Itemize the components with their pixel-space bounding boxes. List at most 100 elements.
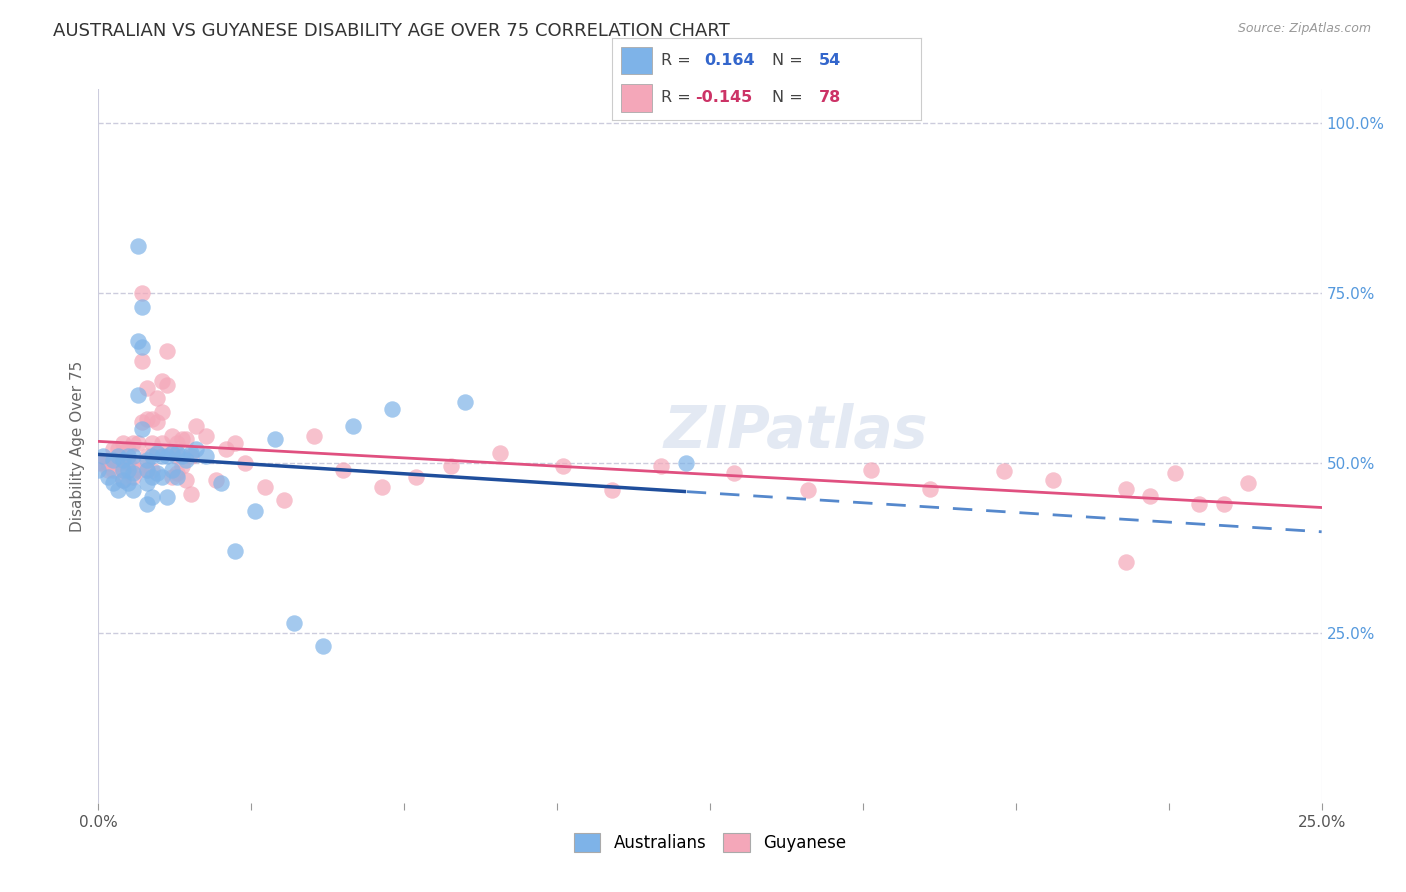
Point	[160, 469, 183, 483]
Point	[166, 435, 188, 450]
Point	[1042, 473, 1064, 487]
Point	[141, 463, 163, 477]
Point	[675, 456, 697, 470]
Point	[553, 459, 575, 474]
Point	[176, 473, 198, 487]
Point	[283, 615, 305, 630]
Point	[141, 435, 163, 450]
Point	[117, 449, 139, 463]
Point	[263, 432, 285, 446]
Point	[156, 343, 179, 358]
Text: 54: 54	[818, 53, 841, 68]
Point	[1115, 482, 1137, 496]
Text: 78: 78	[818, 89, 841, 104]
Point	[136, 452, 159, 467]
Point	[214, 442, 236, 457]
Point	[180, 446, 202, 460]
Point	[101, 452, 124, 467]
Point	[723, 466, 745, 480]
Point	[195, 449, 218, 463]
Point	[180, 449, 202, 463]
Point	[131, 300, 153, 314]
Point	[87, 456, 110, 470]
Point	[180, 486, 202, 500]
Point	[111, 473, 134, 487]
Point	[160, 463, 183, 477]
Point	[141, 449, 163, 463]
Point	[107, 449, 129, 463]
Point	[101, 476, 124, 491]
Point	[600, 483, 623, 498]
Point	[131, 286, 153, 301]
Point	[440, 459, 463, 474]
Point	[156, 490, 179, 504]
Point	[195, 429, 218, 443]
Text: R =: R =	[661, 53, 702, 68]
Point	[166, 469, 188, 483]
Point	[136, 497, 159, 511]
Point	[121, 449, 143, 463]
Point	[1212, 497, 1234, 511]
Point	[146, 466, 169, 480]
Point	[166, 449, 188, 463]
Point	[224, 544, 246, 558]
Point	[1115, 555, 1137, 569]
Point	[117, 442, 139, 457]
Point	[920, 482, 942, 496]
Point	[117, 463, 139, 477]
Point	[156, 449, 179, 463]
Point	[170, 459, 193, 474]
Point	[136, 463, 159, 477]
Legend: Australians, Guyanese: Australians, Guyanese	[567, 827, 853, 859]
Point	[150, 469, 173, 483]
Point	[117, 476, 139, 491]
Point	[107, 456, 129, 470]
Point	[797, 483, 820, 498]
Point	[127, 334, 149, 348]
Point	[121, 469, 143, 483]
Point	[107, 442, 129, 457]
Point	[131, 415, 153, 429]
Point	[273, 493, 295, 508]
Point	[166, 446, 188, 460]
Point	[111, 463, 134, 477]
Point	[141, 490, 163, 504]
Point	[131, 341, 153, 355]
Text: N =: N =	[772, 89, 808, 104]
Y-axis label: Disability Age Over 75: Disability Age Over 75	[69, 360, 84, 532]
Point	[150, 375, 173, 389]
Point	[371, 480, 394, 494]
Point	[224, 435, 246, 450]
Point	[111, 473, 134, 487]
Point	[121, 435, 143, 450]
FancyBboxPatch shape	[621, 85, 652, 112]
Point	[209, 476, 232, 491]
Point	[136, 463, 159, 477]
Point	[146, 392, 169, 406]
Point	[136, 449, 159, 463]
Point	[150, 435, 173, 450]
Point	[127, 435, 149, 450]
Point	[332, 463, 354, 477]
Text: N =: N =	[772, 53, 808, 68]
Text: AUSTRALIAN VS GUYANESE DISABILITY AGE OVER 75 CORRELATION CHART: AUSTRALIAN VS GUYANESE DISABILITY AGE OV…	[53, 22, 730, 40]
Point	[127, 388, 149, 402]
Point	[233, 456, 256, 470]
Point	[111, 435, 134, 450]
Point	[312, 640, 335, 654]
Point	[253, 480, 276, 494]
Point	[860, 463, 883, 477]
Point	[1164, 466, 1187, 480]
Point	[405, 469, 427, 483]
Point	[176, 432, 198, 446]
Text: 0.164: 0.164	[704, 53, 755, 68]
Point	[1237, 476, 1260, 491]
Point	[160, 446, 183, 460]
Point	[91, 449, 114, 463]
Point	[381, 401, 404, 416]
Point	[150, 449, 173, 463]
Point	[1139, 489, 1161, 503]
Point	[136, 381, 159, 395]
Point	[97, 469, 120, 483]
FancyBboxPatch shape	[621, 46, 652, 74]
